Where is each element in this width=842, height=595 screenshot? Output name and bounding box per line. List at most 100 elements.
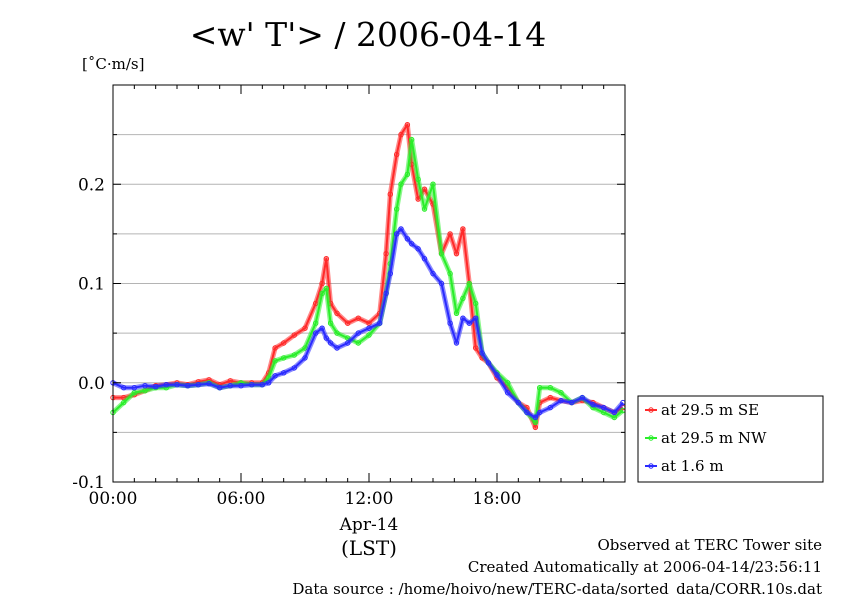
data-point xyxy=(430,181,436,187)
data-point xyxy=(447,270,453,277)
data-point xyxy=(547,385,553,391)
data-point xyxy=(281,340,287,346)
data-point xyxy=(142,383,148,389)
footer-created: Created Automatically at 2006-04-14/23:5… xyxy=(468,558,822,576)
legend-marker xyxy=(648,435,654,441)
data-point xyxy=(590,401,596,408)
data-point xyxy=(387,270,393,277)
data-point xyxy=(366,320,372,326)
data-point xyxy=(466,280,472,287)
x-axis-label-date: Apr-14 xyxy=(339,515,399,535)
data-point xyxy=(398,181,404,187)
data-point xyxy=(430,270,436,277)
series-line-halo xyxy=(111,137,625,425)
data-point xyxy=(460,315,466,321)
data-point xyxy=(291,352,297,358)
legend-marker xyxy=(648,463,654,469)
y-tick-label: 0.0 xyxy=(78,374,105,394)
data-point xyxy=(421,256,428,262)
data-point xyxy=(398,131,404,138)
data-point xyxy=(366,332,372,338)
data-point xyxy=(355,315,361,321)
y-tick-label: 0.1 xyxy=(78,275,105,295)
data-point xyxy=(174,382,180,388)
y-axis-label: [˚C·m/s] xyxy=(82,55,144,73)
data-point xyxy=(404,122,411,128)
data-point xyxy=(313,320,319,326)
series-line-halo xyxy=(113,122,625,430)
data-point xyxy=(532,424,539,431)
data-point xyxy=(409,241,415,247)
data-point xyxy=(547,394,553,401)
data-point xyxy=(569,399,575,406)
y-tick-label: -0.1 xyxy=(72,473,105,493)
data-point xyxy=(532,414,539,421)
data-point xyxy=(345,340,351,346)
data-point xyxy=(272,358,278,364)
data-point xyxy=(131,385,138,391)
data-point xyxy=(281,370,287,376)
data-point xyxy=(415,176,421,183)
data-point xyxy=(547,404,553,411)
data-point xyxy=(334,310,340,316)
data-point xyxy=(460,295,466,302)
data-point xyxy=(421,206,428,212)
legend-label: at 1.6 m xyxy=(661,457,724,475)
x-tick-label: 12:00 xyxy=(345,489,394,509)
data-point xyxy=(524,409,530,416)
data-point xyxy=(131,390,138,396)
data-point xyxy=(438,251,445,257)
data-point xyxy=(323,256,329,262)
data-point xyxy=(398,226,404,232)
x-tick-label: 18:00 xyxy=(473,489,522,509)
data-point xyxy=(291,332,297,338)
data-point xyxy=(453,340,460,346)
x-axis: 00:00 06:00 12:00 18:00 xyxy=(89,85,626,509)
legend-marker xyxy=(648,407,654,413)
series-lines xyxy=(110,122,626,431)
data-point xyxy=(387,191,393,197)
data-point xyxy=(404,171,411,178)
data-point xyxy=(313,330,319,336)
data-point xyxy=(227,378,234,384)
data-point xyxy=(302,355,308,361)
data-point xyxy=(323,335,329,341)
data-point xyxy=(327,320,334,326)
data-point xyxy=(537,385,543,391)
data-point xyxy=(217,385,223,391)
data-point xyxy=(515,399,521,406)
data-point xyxy=(327,340,334,346)
data-point xyxy=(505,390,511,396)
data-point xyxy=(345,320,351,326)
data-point xyxy=(460,226,466,232)
footer-source: Data source : /home/hoivo/new/TERC-data/… xyxy=(292,580,822,595)
data-point xyxy=(394,151,400,158)
data-point xyxy=(409,136,415,143)
data-point xyxy=(473,300,479,307)
data-point xyxy=(383,290,389,297)
data-point xyxy=(377,320,383,326)
data-point xyxy=(453,251,460,257)
data-point xyxy=(611,409,617,416)
data-point xyxy=(272,345,278,351)
data-point xyxy=(438,280,445,287)
chart-title: <w' T'> / 2006-04-14 xyxy=(190,15,547,54)
data-point xyxy=(249,382,255,388)
data-point xyxy=(206,381,212,387)
data-point xyxy=(319,325,325,331)
data-point xyxy=(494,372,500,378)
data-point xyxy=(537,409,543,416)
data-point xyxy=(195,382,202,388)
data-point xyxy=(383,251,389,257)
data-point xyxy=(558,397,564,404)
data-point xyxy=(121,399,127,406)
data-point xyxy=(558,390,564,396)
footer-site: Observed at TERC Tower site xyxy=(597,536,822,554)
data-point xyxy=(366,325,372,331)
legend-box xyxy=(637,395,824,483)
data-point xyxy=(611,414,617,421)
legend: at 29.5 m SE at 29.5 m NW at 1.6 m xyxy=(637,395,824,483)
data-point xyxy=(185,383,191,389)
data-point xyxy=(227,383,234,389)
